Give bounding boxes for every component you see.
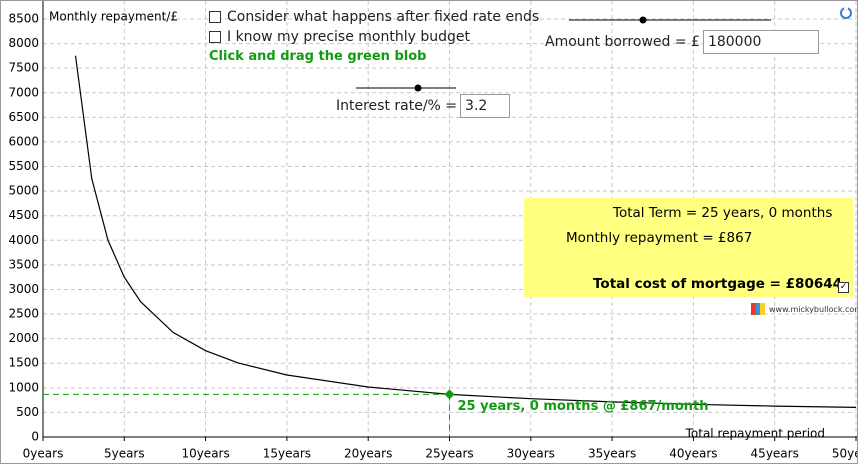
x-tick-label: 35years (588, 447, 636, 461)
y-tick-label: 3000 (8, 282, 39, 296)
y-tick-label: 2000 (8, 331, 39, 345)
summary-total-cost: Total cost of mortgage = £80644 (593, 276, 843, 292)
y-tick-label: 5500 (8, 159, 39, 173)
y-tick-label: 500 (16, 405, 39, 419)
y-tick-label: 1500 (8, 356, 39, 370)
rate-input[interactable]: 3.2 (460, 94, 511, 118)
x-tick-label: 20years (344, 447, 392, 461)
y-tick-label: 4000 (8, 233, 39, 247)
repayment-curve (74, 55, 857, 408)
y-tick-label: 3500 (8, 257, 39, 271)
x-tick-label: 50years (832, 447, 857, 461)
marker-label: 25 years, 0 months @ £867/month (458, 399, 709, 414)
y-tick-label: 2500 (8, 307, 39, 321)
y-tick-label: 8500 (8, 11, 39, 25)
y-tick-label: 5000 (8, 184, 39, 198)
x-axis-label: Total repayment period (685, 427, 825, 441)
checkbox-budget[interactable]: I know my precise monthly budget (209, 29, 470, 45)
summary-checkbox[interactable]: ✓ (838, 282, 849, 293)
x-tick-label: 40years (669, 447, 717, 461)
y-tick-label: 6500 (8, 110, 39, 124)
y-tick-label: 6000 (8, 134, 39, 148)
y-tick-label: 8000 (8, 36, 39, 50)
amount-control: Amount borrowed = £180000 (545, 30, 819, 54)
amount-label: Amount borrowed = £ (545, 34, 700, 50)
rate-slider-knob[interactable] (414, 84, 422, 92)
y-tick-label: 0 (31, 430, 39, 444)
x-tick-label: 10years (181, 447, 229, 461)
x-tick-label: 5years (104, 447, 145, 461)
refresh-icon[interactable] (840, 6, 852, 19)
y-tick-label: 7500 (8, 61, 39, 75)
x-tick-label: 25years (425, 447, 473, 461)
y-tick-label: 4500 (8, 208, 39, 222)
green-blob[interactable] (444, 389, 455, 400)
checkbox-label: Consider what happens after fixed rate e… (227, 9, 540, 25)
summary-term: Total Term = 25 years, 0 months (613, 205, 833, 221)
x-tick-label: 0years (23, 447, 64, 461)
y-axis-label: Monthly repayment/£ (49, 10, 178, 24)
x-tick-label: 45years (751, 447, 799, 461)
instruction: Click and drag the green blob (209, 49, 427, 64)
summary-panel: Total Term = 25 years, 0 months Monthly … (524, 198, 853, 297)
checkbox-fixed[interactable]: Consider what happens after fixed rate e… (209, 9, 539, 25)
checkbox-label: I know my precise monthly budget (227, 29, 470, 45)
amount-slider-knob[interactable] (639, 16, 647, 24)
y-tick-label: 7000 (8, 85, 39, 99)
rate-label: Interest rate/% = (336, 98, 458, 114)
summary-repayment: Monthly repayment = £867 (566, 230, 753, 246)
y-tick-label: 1000 (8, 380, 39, 394)
amount-input[interactable]: 180000 (702, 30, 819, 54)
x-tick-label: 30years (507, 447, 555, 461)
x-tick-label: 15years (263, 447, 311, 461)
credit-text: www.mickybullock.com (769, 304, 858, 314)
credit: www.mickybullock.com (751, 303, 858, 315)
rate-control: Interest rate/% = 3.2 (336, 94, 511, 118)
